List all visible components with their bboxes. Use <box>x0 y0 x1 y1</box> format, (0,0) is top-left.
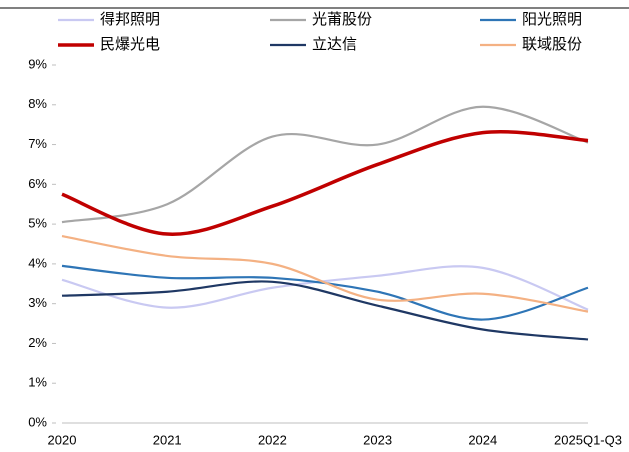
legend-label: 立达信 <box>312 36 357 53</box>
y-tick-label: 6% <box>28 176 47 191</box>
y-tick-label: 3% <box>28 295 47 310</box>
legend-label: 光莆股份 <box>312 11 372 28</box>
x-tick-label: 2020 <box>48 432 77 447</box>
y-tick-label: 0% <box>28 414 47 429</box>
legend-label: 得邦照明 <box>100 11 160 28</box>
y-tick-label: 2% <box>28 335 47 350</box>
x-tick-label: 2022 <box>258 432 287 447</box>
y-tick-label: 1% <box>28 375 47 390</box>
legend-label: 联域股份 <box>522 36 582 53</box>
legend-label: 阳光照明 <box>522 11 582 28</box>
legend-label: 民爆光电 <box>100 36 160 53</box>
series-line <box>61 280 589 341</box>
y-tick-label: 4% <box>28 255 47 270</box>
series-line <box>61 234 589 313</box>
x-tick-label: 2021 <box>153 432 182 447</box>
y-tick-label: 8% <box>28 96 47 111</box>
series-line <box>61 105 589 224</box>
x-tick-label: 2024 <box>468 432 497 447</box>
x-tick-label: 2023 <box>363 432 392 447</box>
series-line <box>61 130 589 236</box>
y-tick-label: 7% <box>28 136 47 151</box>
y-tick-label: 5% <box>28 216 47 231</box>
x-tick-label: 2025Q1-Q3 <box>554 432 622 447</box>
series-line <box>61 265 589 311</box>
y-tick-label: 9% <box>28 56 47 71</box>
